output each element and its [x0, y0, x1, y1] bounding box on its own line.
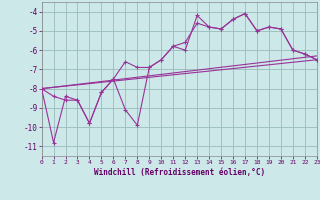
X-axis label: Windchill (Refroidissement éolien,°C): Windchill (Refroidissement éolien,°C)	[94, 168, 265, 177]
